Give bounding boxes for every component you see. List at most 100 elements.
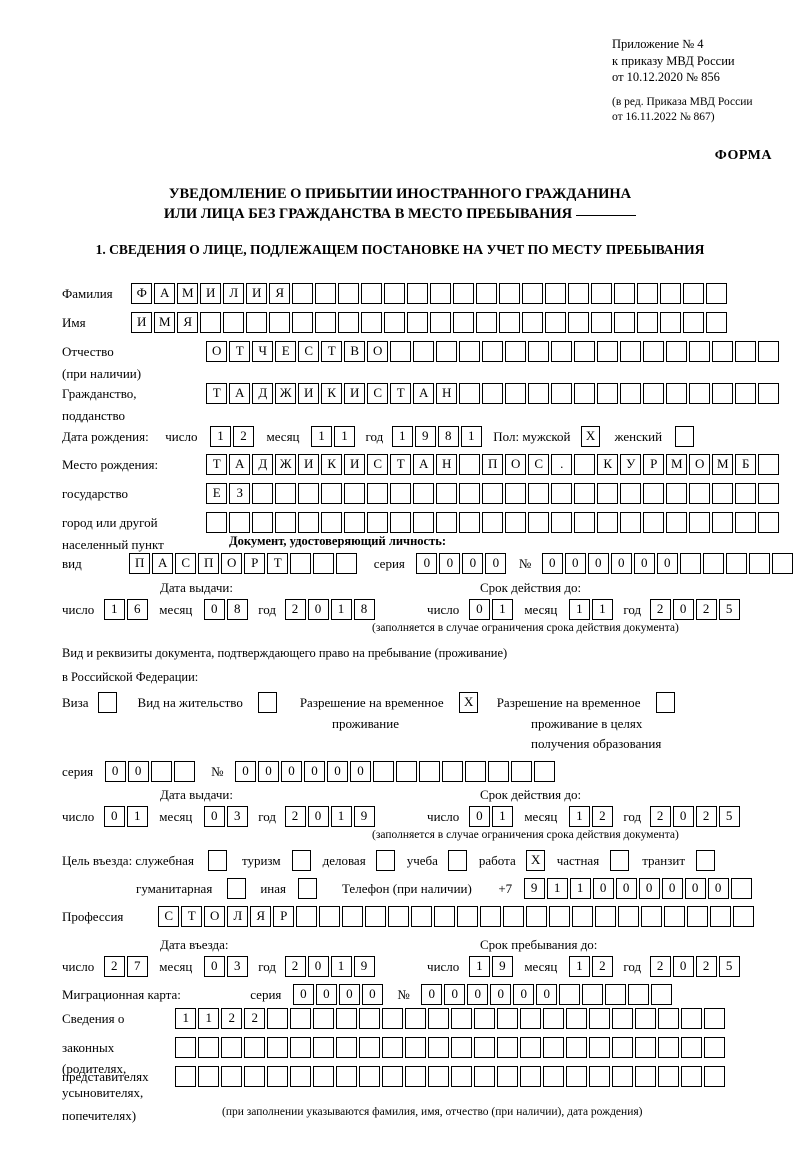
form-cell[interactable]: Н (436, 454, 458, 475)
form-cell[interactable] (681, 1008, 703, 1029)
form-cell[interactable]: 0 (307, 956, 329, 977)
form-cell[interactable]: И (200, 283, 222, 304)
form-cell[interactable] (488, 761, 510, 782)
form-cell[interactable]: О (689, 454, 711, 475)
form-cell[interactable] (643, 383, 665, 404)
form-cell[interactable]: 7 (126, 956, 148, 977)
form-cell[interactable] (428, 1037, 450, 1058)
form-cell[interactable] (612, 1037, 634, 1058)
form-cell[interactable] (200, 312, 222, 333)
form-cell[interactable] (459, 383, 481, 404)
form-cell[interactable]: С (298, 341, 320, 362)
form-cell[interactable]: З (229, 483, 251, 504)
form-cell[interactable] (574, 483, 596, 504)
form-cell[interactable]: 1 (468, 956, 490, 977)
form-cell[interactable] (520, 1066, 542, 1087)
form-cell[interactable] (290, 1008, 312, 1029)
form-cell[interactable] (545, 283, 567, 304)
form-cell[interactable] (175, 1066, 197, 1087)
form-cell[interactable]: 0 (490, 984, 512, 1005)
checkbox-visa[interactable] (98, 692, 118, 713)
form-cell[interactable]: 5 (718, 599, 740, 620)
form-cell[interactable]: 0 (592, 878, 614, 899)
form-cell[interactable] (679, 553, 701, 574)
form-cell[interactable]: 2 (695, 806, 717, 827)
form-cell[interactable] (641, 906, 663, 927)
form-cell[interactable]: 0 (564, 553, 586, 574)
form-cell[interactable] (566, 1008, 588, 1029)
checkbox-temp-residence[interactable]: X (459, 692, 479, 713)
form-cell[interactable]: 2 (591, 956, 613, 977)
form-cell[interactable]: 0 (462, 553, 484, 574)
form-cell[interactable] (482, 512, 504, 533)
form-cell[interactable]: 2 (591, 806, 613, 827)
form-cell[interactable] (704, 1037, 726, 1058)
form-cell[interactable] (252, 483, 274, 504)
form-cell[interactable] (568, 312, 590, 333)
form-cell[interactable] (528, 483, 550, 504)
checkbox-purpose-transit[interactable] (695, 850, 715, 871)
form-cell[interactable] (637, 312, 659, 333)
form-cell[interactable]: Т (229, 341, 251, 362)
form-cell[interactable]: М (177, 283, 199, 304)
form-cell[interactable] (336, 1008, 358, 1029)
form-cell[interactable] (618, 906, 640, 927)
form-cell[interactable] (359, 1066, 381, 1087)
form-cell[interactable] (620, 341, 642, 362)
form-cell[interactable] (528, 383, 550, 404)
form-cell[interactable] (735, 483, 757, 504)
form-cell[interactable]: Р (643, 454, 665, 475)
form-cell[interactable]: 1 (591, 599, 613, 620)
form-cell[interactable]: 1 (103, 599, 125, 620)
form-cell[interactable]: 0 (587, 553, 609, 574)
form-cell[interactable] (298, 483, 320, 504)
form-cell[interactable]: 0 (203, 599, 225, 620)
form-cell[interactable] (511, 761, 533, 782)
form-cell[interactable] (482, 383, 504, 404)
form-cell[interactable] (313, 553, 335, 574)
form-cell[interactable] (702, 553, 724, 574)
form-cell[interactable]: 1 (491, 599, 513, 620)
form-cell[interactable]: С (158, 906, 180, 927)
form-cell[interactable] (574, 512, 596, 533)
form-cell[interactable]: 1 (460, 426, 482, 447)
form-cell[interactable] (628, 984, 650, 1005)
form-cell[interactable]: 0 (203, 956, 225, 977)
form-cell[interactable] (534, 761, 556, 782)
form-cell[interactable]: 2 (284, 599, 306, 620)
form-cell[interactable] (591, 312, 613, 333)
form-cell[interactable]: С (367, 383, 389, 404)
form-cell[interactable]: О (204, 906, 226, 927)
form-cell[interactable] (635, 1037, 657, 1058)
form-cell[interactable] (505, 341, 527, 362)
form-cell[interactable] (315, 312, 337, 333)
form-cell[interactable] (275, 512, 297, 533)
form-cell[interactable] (758, 383, 780, 404)
form-cell[interactable] (244, 1037, 266, 1058)
form-cell[interactable]: 1 (175, 1008, 197, 1029)
form-cell[interactable]: Ч (252, 341, 274, 362)
form-cell[interactable] (637, 283, 659, 304)
form-cell[interactable] (173, 761, 195, 782)
form-cell[interactable] (206, 512, 228, 533)
form-cell[interactable]: И (344, 383, 366, 404)
form-cell[interactable] (428, 1008, 450, 1029)
form-cell[interactable]: 1 (568, 956, 590, 977)
form-cell[interactable]: 0 (444, 984, 466, 1005)
form-cell[interactable]: П (482, 454, 504, 475)
form-cell[interactable] (290, 1066, 312, 1087)
form-cell[interactable] (589, 1008, 611, 1029)
form-cell[interactable] (434, 906, 456, 927)
form-cell[interactable] (313, 1037, 335, 1058)
form-cell[interactable] (614, 312, 636, 333)
form-cell[interactable] (175, 1037, 197, 1058)
form-cell[interactable]: 1 (546, 878, 568, 899)
form-cell[interactable] (459, 512, 481, 533)
